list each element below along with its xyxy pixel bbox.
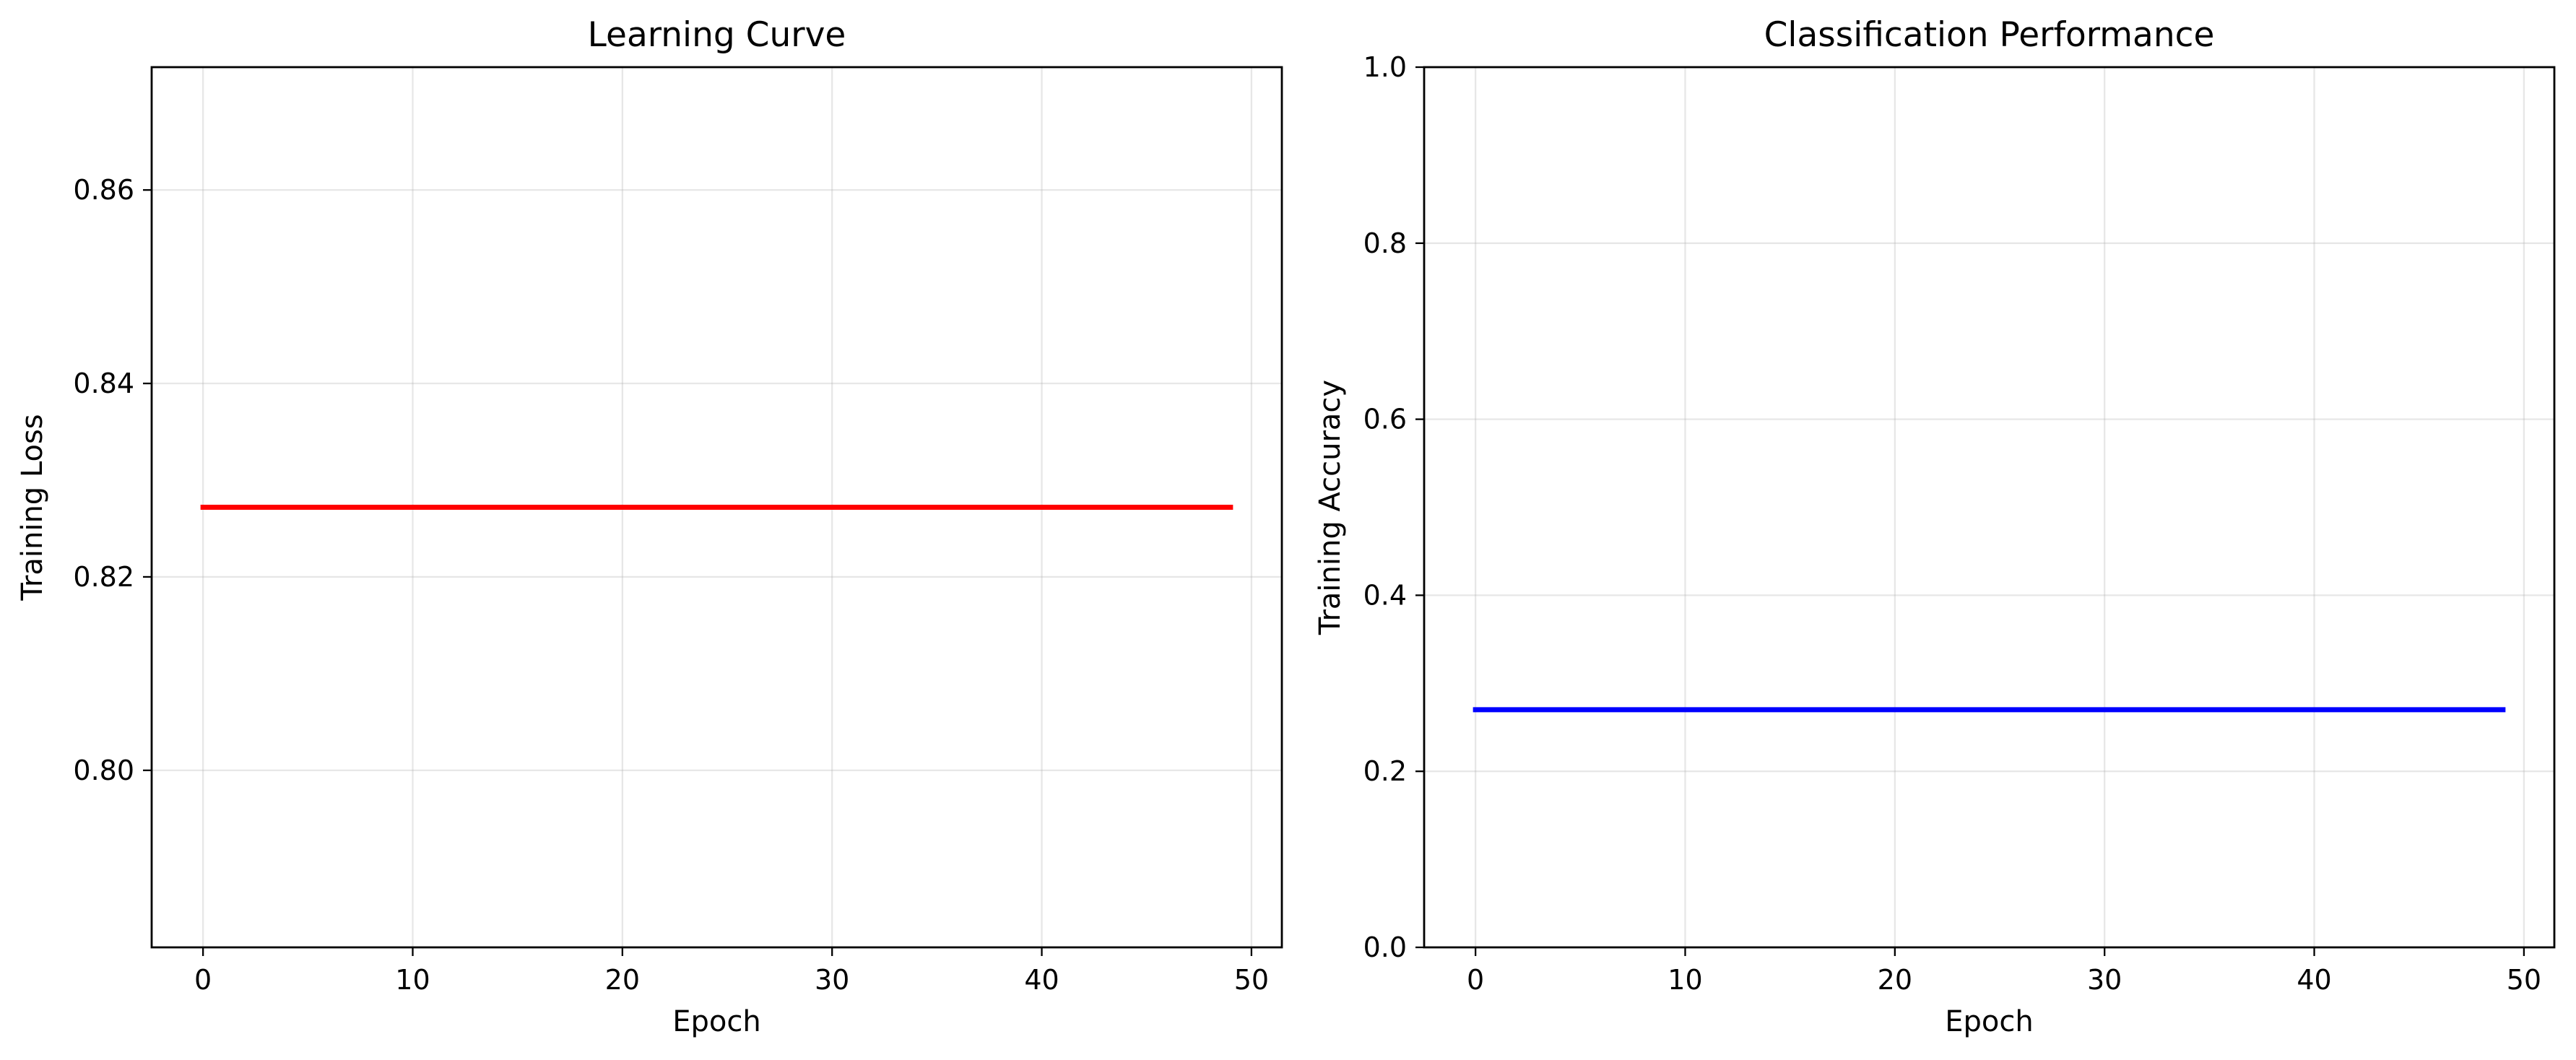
x-tick-label: 10 (395, 964, 430, 996)
y-tick-label: 0.82 (73, 561, 134, 593)
chart-title: Learning Curve (588, 15, 846, 55)
y-tick-label: 0.4 (1363, 579, 1407, 611)
x-axis-label: Epoch (672, 1005, 760, 1038)
plot-frame (1423, 66, 2556, 949)
chart-title: Classification Performance (1764, 15, 2215, 55)
x-tick-label: 20 (1878, 964, 1912, 996)
x-tick-label: 30 (2087, 964, 2122, 996)
y-tick-label: 0.86 (73, 174, 134, 206)
x-axis-label: Epoch (1945, 1005, 2033, 1038)
x-tick-label: 50 (1234, 964, 1269, 996)
x-tick-label: 20 (605, 964, 640, 996)
y-axis-label: Training Accuracy (1314, 380, 1347, 635)
ticks: 0 10 20 30 40 50 0.0 0.2 0.4 0.6 0.8 1.0 (1363, 51, 2542, 996)
y-tick-label: 0.0 (1363, 931, 1407, 963)
y-tick-label: 0.6 (1363, 404, 1407, 435)
ticks: 0 10 20 30 40 50 0.80 0.82 0.84 0.86 (73, 174, 1269, 996)
y-tick-label: 1.0 (1363, 51, 1407, 83)
x-tick-label: 40 (1024, 964, 1059, 996)
classification-performance-panel: 0 10 20 30 40 50 0.0 0.2 0.4 0.6 0.8 1.0 Classifica… (1314, 15, 2556, 1038)
x-tick-label: 10 (1668, 964, 1702, 996)
y-tick-label: 0.8 (1363, 227, 1407, 259)
x-tick-label: 0 (1467, 964, 1484, 996)
x-tick-label: 40 (2297, 964, 2331, 996)
plot-frame (150, 66, 1283, 949)
x-tick-label: 0 (194, 964, 212, 996)
y-tick-label: 0.84 (73, 368, 134, 399)
x-tick-label: 50 (2507, 964, 2541, 996)
x-tick-label: 30 (815, 964, 849, 996)
y-tick-label: 0.80 (73, 755, 134, 786)
y-axis-label: Training Loss (16, 414, 49, 601)
learning-curve-panel: 0 10 20 30 40 50 0.80 0.82 0.84 0.86 Learning Cur… (16, 15, 1283, 1038)
y-tick-label: 0.2 (1363, 755, 1407, 787)
